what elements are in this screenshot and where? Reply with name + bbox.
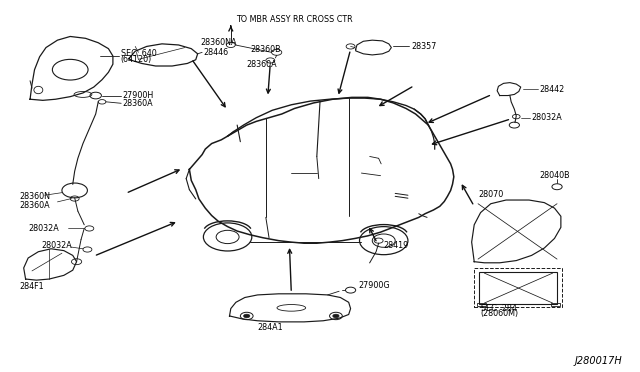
Text: 28360N: 28360N [19, 192, 50, 201]
Text: 28360B: 28360B [250, 45, 280, 54]
Text: 28442: 28442 [540, 85, 564, 94]
Bar [479, 272, 557, 304]
Text: 28360A: 28360A [19, 201, 50, 210]
Text: 28360NA: 28360NA [200, 38, 237, 47]
Text: 284A1: 284A1 [257, 323, 283, 331]
Bar [474, 268, 562, 307]
Text: 28032A: 28032A [532, 113, 563, 122]
Text: 28040B: 28040B [540, 171, 570, 180]
Text: J280017H: J280017H [575, 356, 623, 366]
Text: 28032A: 28032A [28, 224, 59, 233]
Circle shape [244, 314, 250, 318]
Text: 27900G: 27900G [358, 281, 390, 290]
Text: 28419: 28419 [384, 241, 409, 250]
Text: (64120): (64120) [120, 55, 152, 64]
Text: TO MBR ASSY RR CROSS CTR: TO MBR ASSY RR CROSS CTR [236, 15, 353, 24]
Text: 28357: 28357 [411, 42, 436, 51]
Text: SEC. 284: SEC. 284 [481, 304, 516, 313]
Bar [551, 303, 559, 306]
Text: 28446: 28446 [204, 48, 228, 57]
Circle shape [333, 314, 339, 318]
Text: SEC. 640: SEC. 640 [120, 49, 156, 58]
Text: 28360A: 28360A [246, 60, 277, 70]
Text: 28032A: 28032A [41, 241, 72, 250]
Text: 284F1: 284F1 [19, 282, 44, 291]
Bar [477, 303, 486, 306]
Text: 28360A: 28360A [122, 99, 153, 108]
Text: 28070: 28070 [478, 190, 503, 199]
Text: 27900H: 27900H [122, 91, 154, 100]
Text: (28060M): (28060M) [481, 308, 518, 318]
